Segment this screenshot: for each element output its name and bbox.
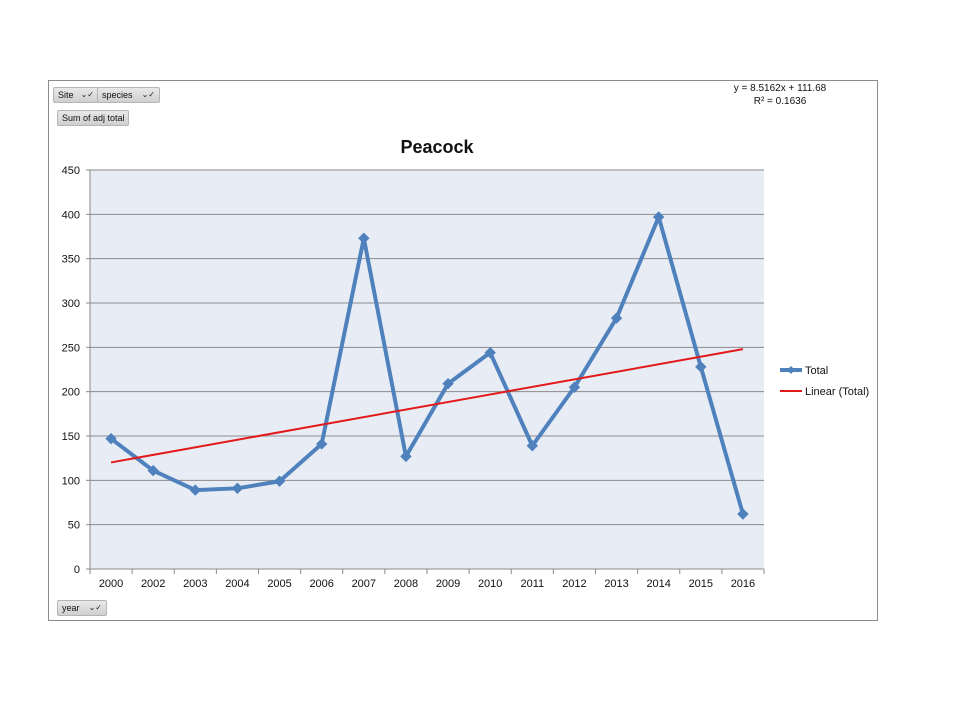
y-tick-label: 450 bbox=[62, 165, 80, 177]
sum-field-label: Sum of adj total bbox=[62, 113, 125, 123]
x-tick-label: 2014 bbox=[646, 578, 670, 590]
x-tick-label: 2010 bbox=[478, 578, 502, 590]
chart-title: Peacock bbox=[400, 137, 474, 157]
dropdown-filter-icon: ⌄✓ bbox=[141, 90, 155, 99]
x-tick-label: 2003 bbox=[183, 578, 207, 590]
y-tick-label: 100 bbox=[62, 475, 80, 487]
series-line-total bbox=[109, 214, 745, 515]
y-tick-label: 0 bbox=[74, 564, 80, 576]
y-tick-label: 350 bbox=[62, 254, 80, 266]
x-tick-label: 2015 bbox=[689, 578, 713, 590]
data-point-marker bbox=[526, 440, 539, 452]
data-point-marker bbox=[400, 450, 412, 463]
data-point-marker bbox=[610, 312, 623, 324]
site-filter-label: Site bbox=[58, 90, 74, 100]
x-tick-label: 2005 bbox=[267, 578, 291, 590]
x-tick-label: 2016 bbox=[731, 578, 755, 590]
y-tick-label: 300 bbox=[62, 298, 80, 310]
trendline bbox=[110, 348, 744, 464]
data-point-marker bbox=[737, 508, 749, 520]
trendline-r-squared: R² = 0.1636 bbox=[753, 96, 807, 107]
legend-label-total: Total bbox=[805, 365, 828, 377]
x-tick-label: 2004 bbox=[225, 578, 249, 590]
legend-marker-total bbox=[787, 366, 795, 374]
data-point-marker bbox=[442, 377, 454, 390]
x-tick-label: 2011 bbox=[520, 578, 544, 590]
data-point-marker bbox=[568, 381, 581, 393]
trendline-equation: y = 8.5162x + 111.68 R² = 0.1636 bbox=[700, 82, 860, 108]
data-point-marker bbox=[231, 482, 244, 495]
x-tick-label: 2007 bbox=[352, 578, 376, 590]
y-tick-label: 400 bbox=[62, 209, 80, 221]
x-tick-label: 2012 bbox=[562, 578, 586, 590]
x-tick-label: 2009 bbox=[436, 578, 460, 590]
data-point-marker bbox=[147, 464, 159, 477]
legend-label-trendline: Linear (Total) bbox=[805, 386, 869, 398]
x-tick-label: 2013 bbox=[604, 578, 628, 590]
data-point-marker bbox=[652, 211, 665, 223]
data-point-marker bbox=[695, 361, 707, 373]
species-filter-button[interactable]: species ⌄✓ bbox=[97, 87, 160, 103]
data-point-marker bbox=[273, 475, 286, 487]
y-tick-label: 50 bbox=[68, 520, 80, 532]
sum-field-button[interactable]: Sum of adj total bbox=[57, 110, 129, 126]
species-filter-label: species bbox=[102, 90, 133, 100]
y-tick-label: 250 bbox=[62, 342, 80, 354]
data-point-marker bbox=[484, 346, 496, 359]
year-filter-button[interactable]: year ⌄✓ bbox=[57, 600, 107, 616]
data-point-marker bbox=[105, 432, 117, 445]
data-point-marker bbox=[315, 438, 328, 450]
y-tick-label: 150 bbox=[62, 431, 80, 443]
site-filter-button[interactable]: Site ⌄✓ bbox=[53, 87, 99, 103]
dropdown-filter-icon: ⌄✓ bbox=[88, 603, 102, 612]
x-tick-label: 2000 bbox=[99, 578, 123, 590]
year-filter-label: year bbox=[62, 603, 80, 613]
x-tick-label: 2002 bbox=[141, 578, 165, 590]
data-point-marker bbox=[189, 484, 202, 496]
trendline-equation-line: y = 8.5162x + 111.68 bbox=[733, 83, 827, 94]
dropdown-filter-icon: ⌄✓ bbox=[80, 90, 94, 99]
x-tick-label: 2008 bbox=[394, 578, 418, 590]
y-tick-label: 200 bbox=[62, 387, 80, 399]
data-point-marker bbox=[358, 232, 370, 244]
x-tick-label: 2006 bbox=[309, 578, 333, 590]
